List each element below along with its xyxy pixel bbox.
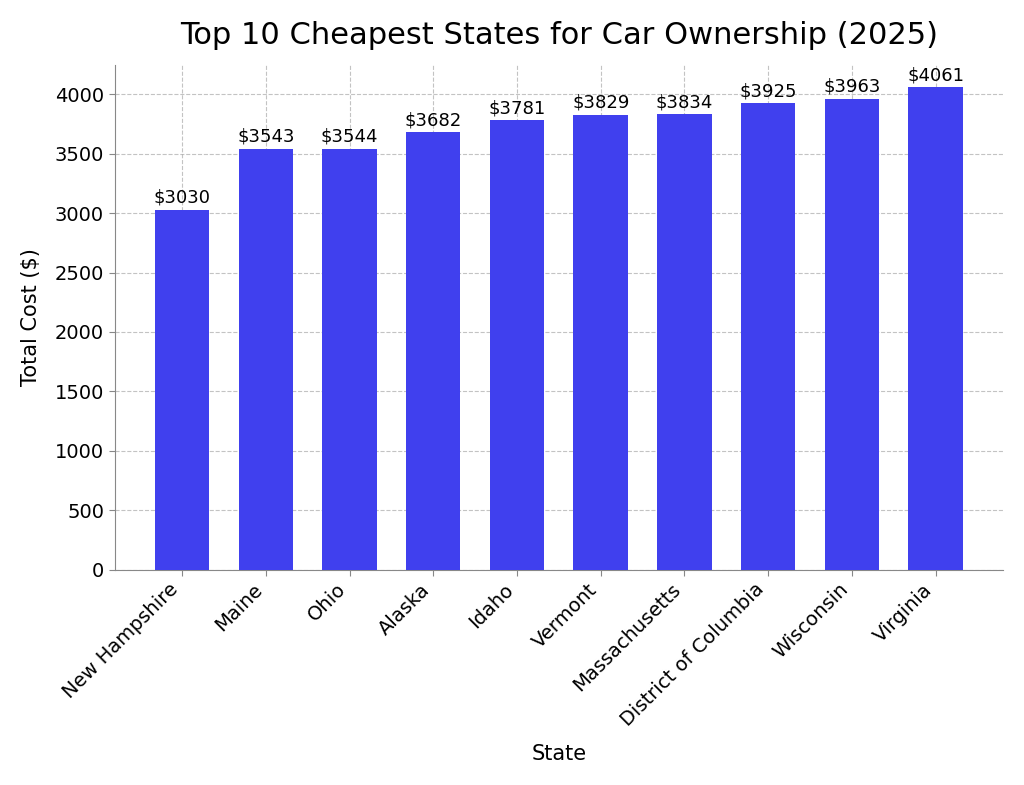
Text: $4061: $4061 xyxy=(907,66,964,84)
Bar xyxy=(824,99,879,569)
Text: $3682: $3682 xyxy=(404,111,462,130)
Bar xyxy=(573,115,628,569)
Bar xyxy=(657,114,712,569)
Bar xyxy=(239,148,293,569)
Text: $3829: $3829 xyxy=(572,93,630,111)
Text: $3543: $3543 xyxy=(238,128,295,146)
Bar xyxy=(155,210,209,569)
Text: $3544: $3544 xyxy=(321,127,378,145)
Bar xyxy=(323,148,377,569)
Text: $3834: $3834 xyxy=(655,93,713,111)
Text: $3925: $3925 xyxy=(739,82,797,100)
Bar xyxy=(908,87,963,569)
Title: Top 10 Cheapest States for Car Ownership (2025): Top 10 Cheapest States for Car Ownership… xyxy=(180,21,938,49)
Y-axis label: Total Cost ($): Total Cost ($) xyxy=(20,248,41,386)
Text: $3781: $3781 xyxy=(488,100,546,118)
X-axis label: State: State xyxy=(531,744,587,764)
Bar xyxy=(407,132,461,569)
Text: $3030: $3030 xyxy=(154,188,211,206)
Bar xyxy=(489,120,544,569)
Bar xyxy=(741,104,796,569)
Text: $3963: $3963 xyxy=(823,78,881,96)
